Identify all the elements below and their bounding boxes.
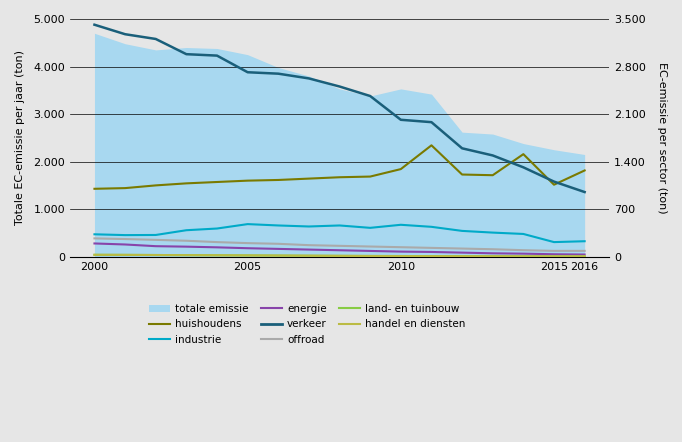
Legend: totale emissie, huishoudens, industrie, energie, verkeer, offroad, land- en tuin: totale emissie, huishoudens, industrie, …	[145, 300, 470, 349]
Y-axis label: EC-emissie per sector (ton): EC-emissie per sector (ton)	[657, 62, 667, 213]
Y-axis label: Totale EC-emissie per jaar (ton): Totale EC-emissie per jaar (ton)	[15, 50, 25, 225]
